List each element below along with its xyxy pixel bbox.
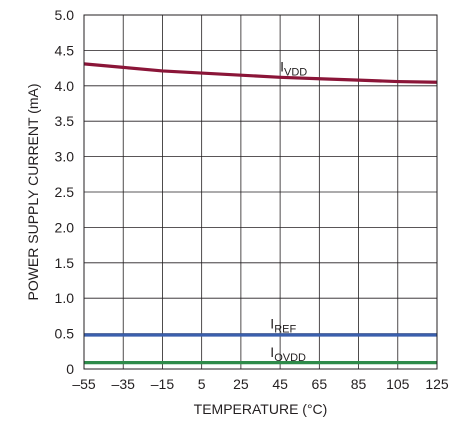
- plot-frame: [83, 14, 438, 370]
- y-tick-label: 2.5: [55, 184, 75, 200]
- y-tick-labels: 0 0.5 1.0 1.5 2.0 2.5 3.0 3.5 4.0 4.5 5.0: [55, 7, 75, 377]
- y-tick-label: 2.0: [55, 219, 75, 235]
- x-tick-label: 25: [233, 376, 249, 392]
- series-label-ref: IREF: [270, 316, 296, 336]
- x-tick-label: 125: [425, 376, 449, 392]
- y-tick-label: 0.5: [55, 326, 75, 342]
- y-tick-label: 4.5: [55, 42, 75, 58]
- y-axis-title: POWER SUPPLY CURRENT (mA): [25, 83, 41, 300]
- x-tick-label: 105: [386, 376, 410, 392]
- series-label-ovdd: IOVDD: [270, 344, 306, 364]
- y-tick-label: 0: [66, 361, 74, 377]
- x-tick-label: –15: [151, 376, 175, 392]
- y-tick-label: 5.0: [55, 7, 75, 23]
- x-tick-label: 5: [198, 376, 206, 392]
- series-labels: IVDD IREF IOVDD: [270, 59, 307, 364]
- series-label-vdd: IVDD: [280, 59, 307, 79]
- y-tick-label: 4.0: [55, 78, 75, 94]
- x-tick-label: –55: [72, 376, 96, 392]
- x-tick-label: –35: [112, 376, 136, 392]
- x-tick-label: 85: [351, 376, 367, 392]
- series-layer: [83, 62, 438, 365]
- x-tick-labels: –55 –35 –15 5 25 45 65 85 105 125: [72, 376, 449, 392]
- y-tick-label: 3.5: [55, 113, 75, 129]
- y-tick-label: 1.5: [55, 255, 75, 271]
- y-tick-label: 1.0: [55, 290, 75, 306]
- grid: [84, 15, 437, 369]
- y-tick-label: 3.0: [55, 149, 75, 165]
- series-line-vdd: [83, 62, 438, 84]
- x-axis-title: TEMPERATURE (°C): [194, 401, 328, 417]
- x-tick-label: 45: [272, 376, 288, 392]
- x-tick-label: 65: [312, 376, 328, 392]
